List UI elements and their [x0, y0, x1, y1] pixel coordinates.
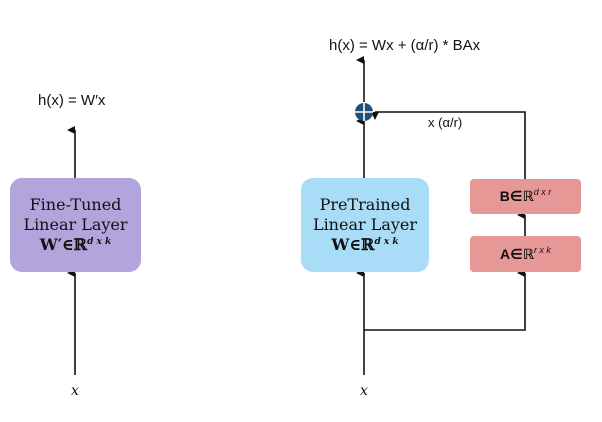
fine-tuned-title-line2: Linear Layer — [23, 215, 128, 234]
adapter-a-box: A∈ℝr x k — [470, 236, 581, 272]
right-input-label: x — [360, 383, 368, 399]
adapter-a-label: A∈ℝr x k — [500, 244, 551, 262]
pretrained-title-line1: PreTrained — [319, 195, 411, 214]
pretrained-linear-layer-box: PreTrained Linear Layer W∈ℝd x k — [301, 178, 429, 272]
pretrained-weight-label: W∈ℝd x k — [331, 235, 399, 254]
fine-tuned-title-line1: Fine-Tuned — [29, 195, 122, 214]
scale-label: x (α/r) — [428, 115, 463, 130]
adapter-b-label: B∈ℝd x r — [499, 187, 552, 205]
fine-tuned-weight-label: W′∈ℝd x k — [39, 235, 112, 254]
left-output-label: h(x) = W′x — [38, 92, 106, 109]
left-input-label: x — [71, 383, 79, 399]
adapter-b-box: B∈ℝd x r — [470, 179, 581, 214]
adapter-branch-line — [364, 269, 526, 331]
adapter-return-line — [371, 111, 526, 179]
right-output-label: h(x) = Wx + (α/r) * BAx — [329, 37, 481, 54]
plus-circle-icon — [355, 103, 373, 121]
fine-tuned-linear-layer-box: Fine-Tuned Linear Layer W′∈ℝd x k — [10, 178, 141, 272]
pretrained-title-line2: Linear Layer — [312, 215, 418, 234]
